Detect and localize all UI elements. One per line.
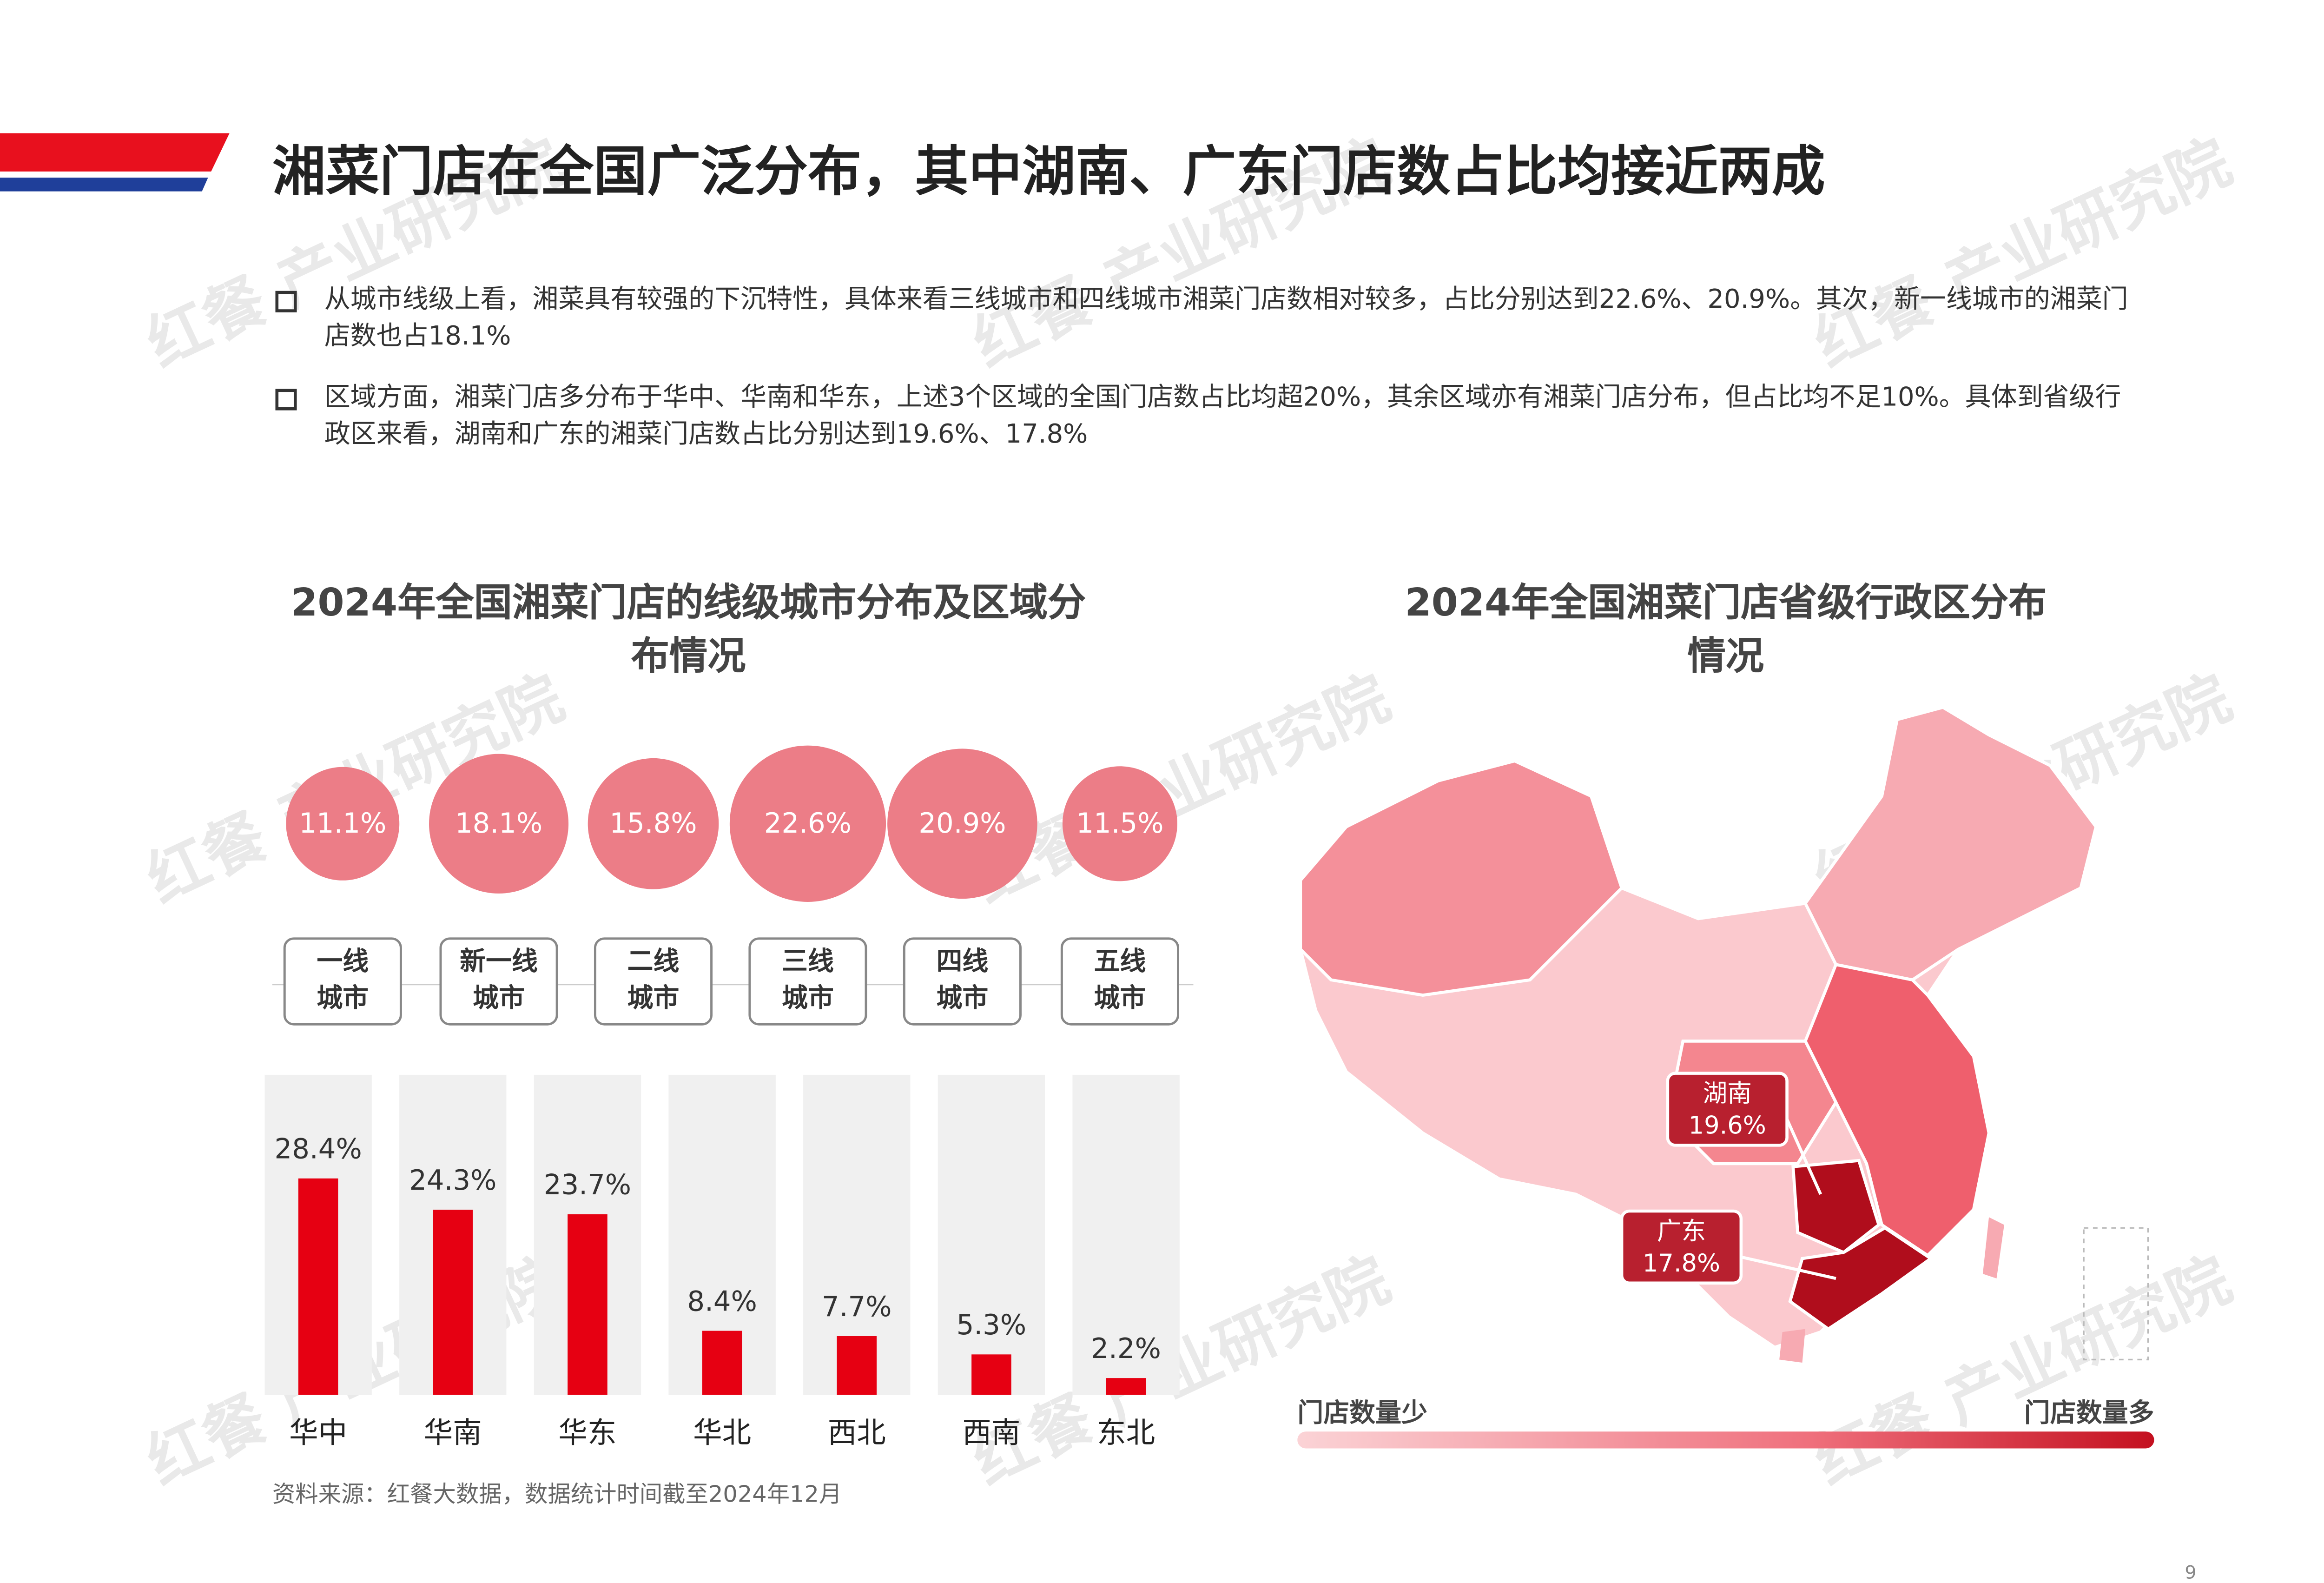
value-label: 23.7% [544,1169,631,1201]
bar-background [938,1074,1045,1395]
bullet: 从城市线级上看，湘菜具有较强的下沉特性，具体来看三线城市和四线城市湘菜门店数相对… [275,282,2145,355]
bar [837,1336,877,1395]
map-taiwan [1982,1217,2004,1278]
callout-box [1666,1072,1789,1147]
bar [702,1331,742,1395]
value-label: 24.3% [409,1164,496,1196]
x-tick-label: 西南 [962,1416,1020,1450]
header-stripe [0,178,208,192]
bubble-label: 22.6% [764,807,852,839]
category-label: 五线城市 [1094,947,1146,1013]
category-box [903,937,1022,1026]
callout-name: 湖南 [1703,1079,1752,1107]
legend-low: 门店数量少 [1297,1398,1427,1428]
bubble [286,767,400,881]
bubble-label: 20.9% [918,807,1006,839]
bubble [887,748,1037,899]
category-label: 四线城市 [936,947,988,1013]
x-tick-label: 西北 [828,1416,886,1450]
category-box [439,937,558,1026]
category-box [283,937,402,1026]
x-tick-label: 东北 [1097,1416,1155,1450]
map-callouts: 湖南 19.6% 广东 17.8% [1620,1072,1836,1285]
callout-line [1785,1119,1822,1195]
callout-line [1741,1255,1836,1280]
legend-gradient [1297,1431,2154,1449]
bubble-label: 18.1% [455,807,542,839]
legend-high: 门店数量多 [2024,1398,2154,1428]
value-label: 28.4% [275,1133,362,1165]
category-label: 一线城市 [317,947,369,1013]
callout-box [1620,1209,1743,1285]
bubble [1062,766,1177,881]
category-box [1060,937,1180,1026]
map-inset [2083,1227,2149,1361]
category-label: 三线城市 [782,947,834,1013]
chart-title: 2024年全国湘菜门店的线级城市分布及区域分布情况 [291,580,1086,678]
bubble-label: 11.1% [299,807,386,839]
bubble [729,745,886,902]
bullet: 区域方面，湘菜门店多分布于华中、华南和华东，上述3个区域的全国门店数占比均超20… [275,380,2145,453]
bar [971,1354,1011,1395]
bubble [588,758,719,889]
x-tick-label: 华东 [558,1416,616,1450]
header-bar [0,133,230,172]
bubble-label: 11.5% [1076,807,1163,839]
map-title: 2024年全国湘菜门店省级行政区分布情况 [1405,580,2047,678]
page-number: 9 [2185,1562,2197,1583]
x-tick-label: 华北 [693,1416,751,1450]
value-label: 8.4% [687,1285,757,1317]
bar-background [1072,1074,1180,1395]
bar [568,1214,607,1395]
value-label: 2.2% [1091,1332,1161,1364]
map-hainan [1779,1329,1806,1363]
callout-value: 19.6% [1689,1112,1766,1140]
category-box [748,937,867,1026]
bar [298,1178,338,1395]
bubble-label: 15.8% [609,807,697,839]
bar [433,1209,473,1395]
category-box [594,937,713,1026]
x-tick-label: 华南 [424,1416,482,1450]
bubble [429,754,569,894]
category-label: 二线城市 [627,947,680,1013]
page-title: 湘菜门店在全国广泛分布，其中湖南、广东门店数占比均接近两成 [272,142,1825,204]
value-label: 7.7% [822,1291,891,1323]
source: 资料来源：红餐大数据，数据统计时间截至2024年12月 [272,1480,842,1508]
map-region [1299,759,1624,997]
callout-value: 17.8% [1643,1249,1720,1278]
callout-name: 广东 [1657,1217,1706,1245]
category-label: 新一线城市 [460,947,538,1013]
value-label: 5.3% [957,1309,1026,1341]
bar [1106,1378,1146,1395]
map-guangdong [1788,1226,1934,1331]
bullet-text: 区域方面，湘菜门店多分布于华中、华南和华东，上述3个区域的全国门店数占比均超20… [324,383,2121,450]
bullet-text: 从城市线级上看，湘菜具有较强的下沉特性，具体来看三线城市和四线城市湘菜门店数相对… [324,285,2128,352]
x-tick-label: 华中 [289,1416,347,1450]
